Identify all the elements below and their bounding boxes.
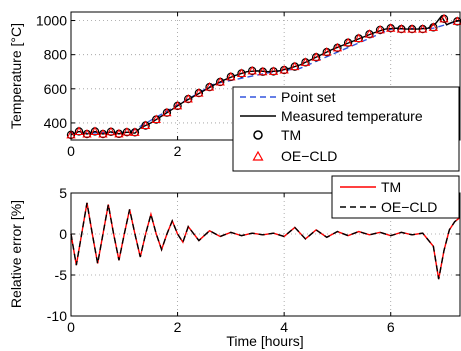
- x-tick-label: 0: [67, 143, 75, 159]
- bottom-plot-frame: [70, 192, 461, 317]
- series-line-oe-cld: [70, 202, 461, 280]
- x-tick-label: 0: [67, 319, 75, 335]
- series-point-oe-cld: [172, 100, 183, 110]
- series-point-oe-cld: [300, 57, 311, 66]
- legend-swatch-oe-cld: [252, 150, 264, 161]
- legend-item-tm: TM: [253, 127, 301, 143]
- series-point-oe-cld: [74, 126, 84, 135]
- x-tick-label: 4: [280, 319, 288, 335]
- y-tick-label: 400: [44, 115, 68, 131]
- bottom-legend-box: [331, 175, 460, 219]
- series-point-oe-cld: [236, 68, 247, 77]
- series-point-oe-cld: [194, 88, 204, 97]
- legend-label-tm: TM: [281, 127, 301, 143]
- legend-item-oe-cld-error: OE−CLD: [340, 199, 437, 215]
- y-tick-label: -10: [47, 308, 67, 324]
- series-point-oe-cld: [183, 93, 193, 103]
- series-point-oe-cld: [122, 127, 132, 136]
- bottom-legend: TM OE−CLD: [331, 175, 460, 219]
- series-point-oe-cld: [151, 114, 161, 124]
- legend-swatch-tm: [253, 130, 263, 140]
- legend-label-point-set: Point set: [281, 89, 336, 105]
- series-point-oe-cld: [290, 61, 300, 71]
- y-tick-label: 0: [59, 226, 67, 242]
- series-point-oe-cld: [354, 33, 364, 42]
- series-point-oe-cld: [343, 37, 353, 47]
- top-ticks: 02464006008001000: [36, 12, 460, 159]
- x-tick-label: 6: [387, 319, 395, 335]
- series-point-oe-cld: [332, 42, 343, 52]
- series-point-oe-cld: [130, 127, 140, 136]
- y-tick-label: -5: [55, 267, 68, 283]
- series-point-oe-cld: [375, 24, 385, 34]
- y-tick-label: 800: [44, 47, 68, 63]
- bottom-ticks: 0 2 4 6 -10 -5 0 5: [47, 185, 460, 335]
- x-tick-label: 2: [174, 143, 182, 159]
- series-point-oe-cld: [258, 66, 268, 76]
- series-point-oe-cld: [82, 128, 92, 138]
- legend-item-tm-error: TM: [340, 179, 401, 195]
- series-point-oe-cld: [407, 24, 417, 33]
- relative-error-chart: 0 2 4 6 -10 -5 0 5 Relative error [%] Time [hou…: [8, 175, 461, 349]
- legend-item-measured-temperature: Measured temperature: [240, 108, 423, 124]
- series-point-oe-cld: [428, 22, 438, 31]
- top-legend: Point set Measured temperature TM OE−CLD: [232, 86, 460, 172]
- series-point-oe-cld: [106, 126, 116, 136]
- bottom-series: [70, 202, 461, 280]
- series-point-oe-cld: [418, 24, 428, 33]
- temperature-chart: 02464006008001000 Temperature [°C] Point…: [8, 11, 461, 172]
- y-tick-label: 600: [44, 81, 68, 97]
- series-point-oe-cld: [439, 13, 449, 23]
- series-point-oe-cld: [396, 24, 407, 33]
- legend-label-oe-cld: OE−CLD: [281, 148, 337, 164]
- legend-item-oe-cld: OE−CLD: [252, 148, 337, 164]
- top-ylabel: Temperature [°C]: [8, 23, 24, 129]
- legend-item-point-set: Point set: [240, 89, 336, 105]
- series-point-oe-cld: [364, 29, 375, 38]
- series-point-oe-cld: [114, 128, 124, 138]
- series-point-oe-cld: [215, 76, 225, 86]
- y-tick-label: 1000: [36, 13, 67, 29]
- bottom-xlabel: Time [hours]: [226, 333, 303, 349]
- series-point-oe-cld: [311, 52, 321, 61]
- series-point-oe-cld: [226, 71, 236, 81]
- series-point-oe-cld: [322, 47, 332, 56]
- x-tick-label: 2: [174, 319, 182, 335]
- legend-label-tm-error: TM: [381, 179, 401, 195]
- series-point-oe-cld: [204, 82, 215, 91]
- legend-label-oe-cld-error: OE−CLD: [381, 199, 437, 215]
- series-point-oe-cld: [279, 64, 289, 74]
- series-point-oe-cld: [140, 120, 151, 129]
- series-point-oe-cld: [162, 107, 172, 117]
- series-point-oe-cld: [90, 126, 100, 135]
- bottom-ylabel: Relative error [%]: [8, 200, 24, 308]
- top-legend-box: [232, 86, 460, 172]
- series-point-oe-cld: [98, 128, 108, 138]
- legend-label-measured-temperature: Measured temperature: [281, 108, 423, 124]
- series-point-oe-cld: [386, 23, 396, 32]
- top-series: [66, 13, 461, 140]
- series-point-oe-cld: [268, 66, 279, 75]
- y-tick-label: 5: [59, 185, 67, 201]
- series-point-oe-cld: [247, 65, 257, 75]
